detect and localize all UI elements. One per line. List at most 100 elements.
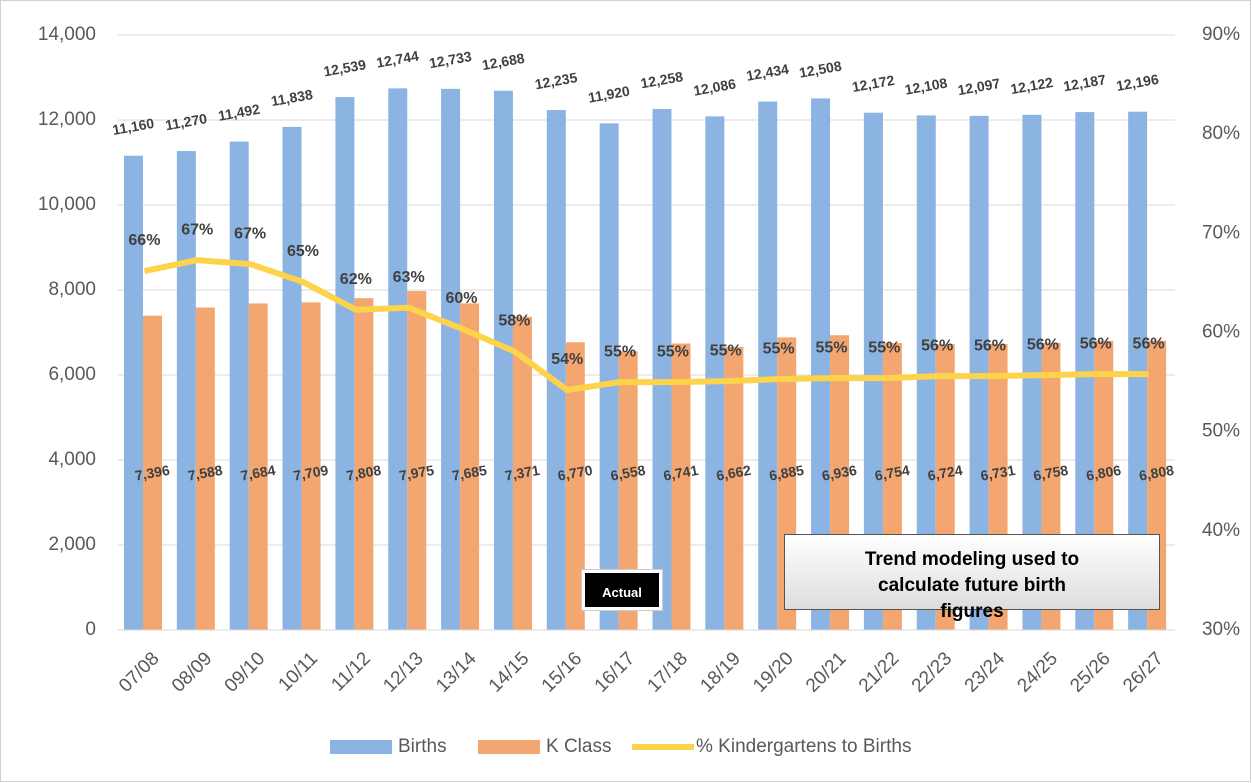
line-label: 60% <box>446 290 478 307</box>
data-label: 7,685 <box>451 462 488 484</box>
data-label: 7,709 <box>292 462 329 484</box>
data-label: 12,539 <box>322 56 367 79</box>
data-label: 7,808 <box>345 462 382 484</box>
bar <box>493 90 513 630</box>
bar <box>248 303 268 630</box>
y2-tick-label: 80% <box>1202 123 1240 144</box>
line-label: 63% <box>393 269 425 286</box>
bar <box>916 115 936 630</box>
legend-swatch <box>478 740 540 754</box>
data-label: 12,187 <box>1062 71 1107 94</box>
line-label: 55% <box>710 342 742 359</box>
y2-tick-label: 40% <box>1202 520 1240 541</box>
line-label: 67% <box>234 225 266 242</box>
bar <box>671 343 691 630</box>
data-label: 7,396 <box>134 462 171 484</box>
data-label: 11,160 <box>111 115 155 138</box>
data-label: 6,731 <box>979 462 1016 484</box>
data-label: 6,662 <box>715 462 752 484</box>
data-label: 6,754 <box>874 462 911 484</box>
data-label: 12,172 <box>851 72 896 95</box>
line-label: 55% <box>868 339 900 356</box>
y2-tick-label: 60% <box>1202 322 1240 343</box>
bar <box>176 151 196 630</box>
bar <box>1075 112 1095 631</box>
line-label: 55% <box>657 343 689 360</box>
bar <box>388 88 408 630</box>
bar <box>460 303 480 630</box>
bar <box>512 316 532 630</box>
line-label: 56% <box>974 337 1006 354</box>
bar <box>724 346 744 630</box>
y-tick-label: 14,000 <box>38 24 96 45</box>
bar <box>652 109 672 630</box>
legend-label: K Class <box>546 736 611 757</box>
data-label: 12,122 <box>1009 74 1054 97</box>
data-label: 11,492 <box>217 101 261 124</box>
data-label: 7,684 <box>239 462 276 484</box>
legend-swatch <box>330 740 392 754</box>
data-label: 12,434 <box>745 61 790 84</box>
line-label: 55% <box>763 340 795 357</box>
data-label: 6,770 <box>556 462 593 484</box>
data-label: 7,975 <box>398 462 435 484</box>
line-label: 58% <box>498 313 530 330</box>
line-label: 56% <box>921 337 953 354</box>
bar <box>863 112 883 630</box>
y-tick-label: 12,000 <box>38 109 96 130</box>
y2-tick-label: 70% <box>1202 222 1240 243</box>
line-series <box>143 257 1149 394</box>
data-label: 6,808 <box>1138 462 1175 484</box>
bar <box>618 351 638 630</box>
line-label: 55% <box>604 343 636 360</box>
y-tick-label: 10,000 <box>38 194 96 215</box>
data-label: 6,558 <box>609 462 646 484</box>
bar <box>282 126 302 630</box>
bar <box>124 155 143 630</box>
annotation-trend: Trend modeling used to calculate future … <box>784 534 1160 622</box>
data-label: 7,588 <box>186 462 223 484</box>
legend-label: Births <box>398 736 447 757</box>
data-label: 12,688 <box>481 50 526 73</box>
line-label: 62% <box>340 271 372 288</box>
bar <box>599 123 619 631</box>
data-label: 11,270 <box>164 110 208 133</box>
bar <box>969 115 989 630</box>
y-tick-label: 0 <box>85 619 96 640</box>
bar <box>565 342 585 630</box>
data-label: 6,885 <box>768 462 805 484</box>
data-label: 12,258 <box>639 68 684 91</box>
bar <box>705 116 725 631</box>
bar <box>758 101 778 631</box>
bar <box>1128 111 1148 631</box>
data-label: 6,806 <box>1085 462 1122 484</box>
data-label: 6,724 <box>926 462 963 484</box>
y-tick-label: 4,000 <box>48 449 96 470</box>
annotation-actual: Actual <box>581 569 663 611</box>
data-label: 12,097 <box>956 75 1001 98</box>
bar <box>441 88 461 630</box>
line-label: 66% <box>128 232 160 249</box>
bar <box>195 307 215 630</box>
line-label: 65% <box>287 243 319 260</box>
y2-tick-label: 90% <box>1202 24 1240 45</box>
y2-tick-label: 30% <box>1202 619 1240 640</box>
data-label: 12,196 <box>1115 71 1160 94</box>
bar <box>143 315 162 630</box>
bar <box>301 302 321 630</box>
y2-tick-label: 50% <box>1202 421 1240 442</box>
data-label: 11,838 <box>270 86 314 109</box>
line-label: 67% <box>181 221 213 238</box>
data-label: 11,920 <box>587 83 631 106</box>
bar <box>229 141 249 630</box>
line-label: 54% <box>551 351 583 368</box>
bar <box>811 98 831 630</box>
line-label: 56% <box>1080 335 1112 352</box>
data-label: 12,235 <box>534 69 579 92</box>
y-tick-label: 6,000 <box>48 364 96 385</box>
line-label: 56% <box>1133 335 1165 352</box>
line-label: 55% <box>815 339 847 356</box>
bar <box>354 298 374 630</box>
